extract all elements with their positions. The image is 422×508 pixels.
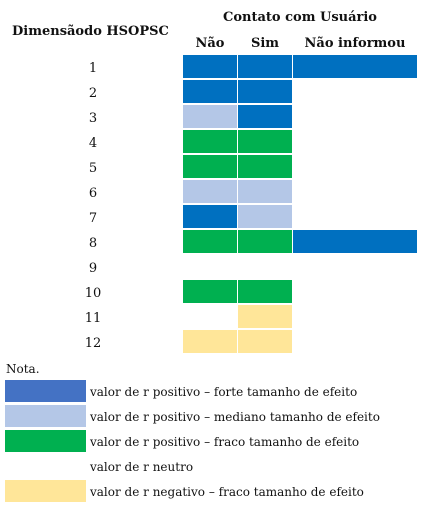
cell-r12-c1 [183, 330, 237, 353]
legend-swatch-mediano_pos [5, 405, 86, 427]
column-header-2: Sim [251, 36, 279, 51]
column-header-1: Não [196, 36, 225, 51]
row-label-3: 3 [89, 111, 97, 126]
cell-r8-c3 [293, 230, 417, 253]
cell-r12-c2 [238, 330, 292, 353]
row-label-8: 8 [89, 236, 97, 251]
cell-r1-c3 [293, 55, 417, 78]
row-header: Dimensãodo HSOPSC [12, 24, 169, 39]
note-label: Nota. [6, 362, 40, 376]
legend-swatch-fraco_neg [5, 480, 86, 502]
legend-label-fraco_neg: valor de r negativo – fraco tamanho de e… [89, 485, 364, 499]
row-label-2: 2 [89, 86, 97, 101]
legend-label-neutro: valor de r neutro [89, 460, 193, 474]
row-label-4: 4 [89, 136, 97, 151]
legend-label-forte_pos: valor de r positivo – forte tamanho de e… [89, 385, 357, 399]
row-label-6: 6 [89, 186, 97, 201]
row-label-11: 11 [85, 311, 102, 326]
cell-r8-c1 [183, 230, 237, 253]
cell-r1-c2 [238, 55, 292, 78]
cell-r10-c2 [238, 280, 292, 303]
cell-r8-c2 [238, 230, 292, 253]
cell-r7-c1 [183, 205, 237, 228]
column-header-3: Não informou [305, 36, 406, 51]
cell-r3-c2 [238, 105, 292, 128]
cell-r7-c2 [238, 205, 292, 228]
row-label-7: 7 [89, 211, 97, 226]
row-label-12: 12 [85, 336, 102, 351]
legend-swatch-forte_pos [5, 380, 86, 402]
row-label-9: 9 [89, 261, 97, 276]
cell-r2-c2 [238, 80, 292, 103]
cell-r5-c2 [238, 155, 292, 178]
legend-label-fraco_pos: valor de r positivo – fraco tamanho de e… [89, 435, 359, 449]
cell-r5-c1 [183, 155, 237, 178]
legend-swatch-fraco_pos [5, 430, 86, 452]
legend-label-mediano_pos: valor de r positivo – mediano tamanho de… [89, 410, 380, 424]
row-label-5: 5 [89, 161, 97, 176]
cell-r6-c1 [183, 180, 237, 203]
column-group-header: Contato com Usuário [223, 10, 377, 25]
cell-r6-c2 [238, 180, 292, 203]
cell-r1-c1 [183, 55, 237, 78]
cell-r11-c2 [238, 305, 292, 328]
cell-r4-c2 [238, 130, 292, 153]
cell-r4-c1 [183, 130, 237, 153]
row-label-1: 1 [89, 61, 97, 76]
cell-r3-c1 [183, 105, 237, 128]
cell-r2-c1 [183, 80, 237, 103]
row-label-10: 10 [85, 286, 102, 301]
cell-r10-c1 [183, 280, 237, 303]
